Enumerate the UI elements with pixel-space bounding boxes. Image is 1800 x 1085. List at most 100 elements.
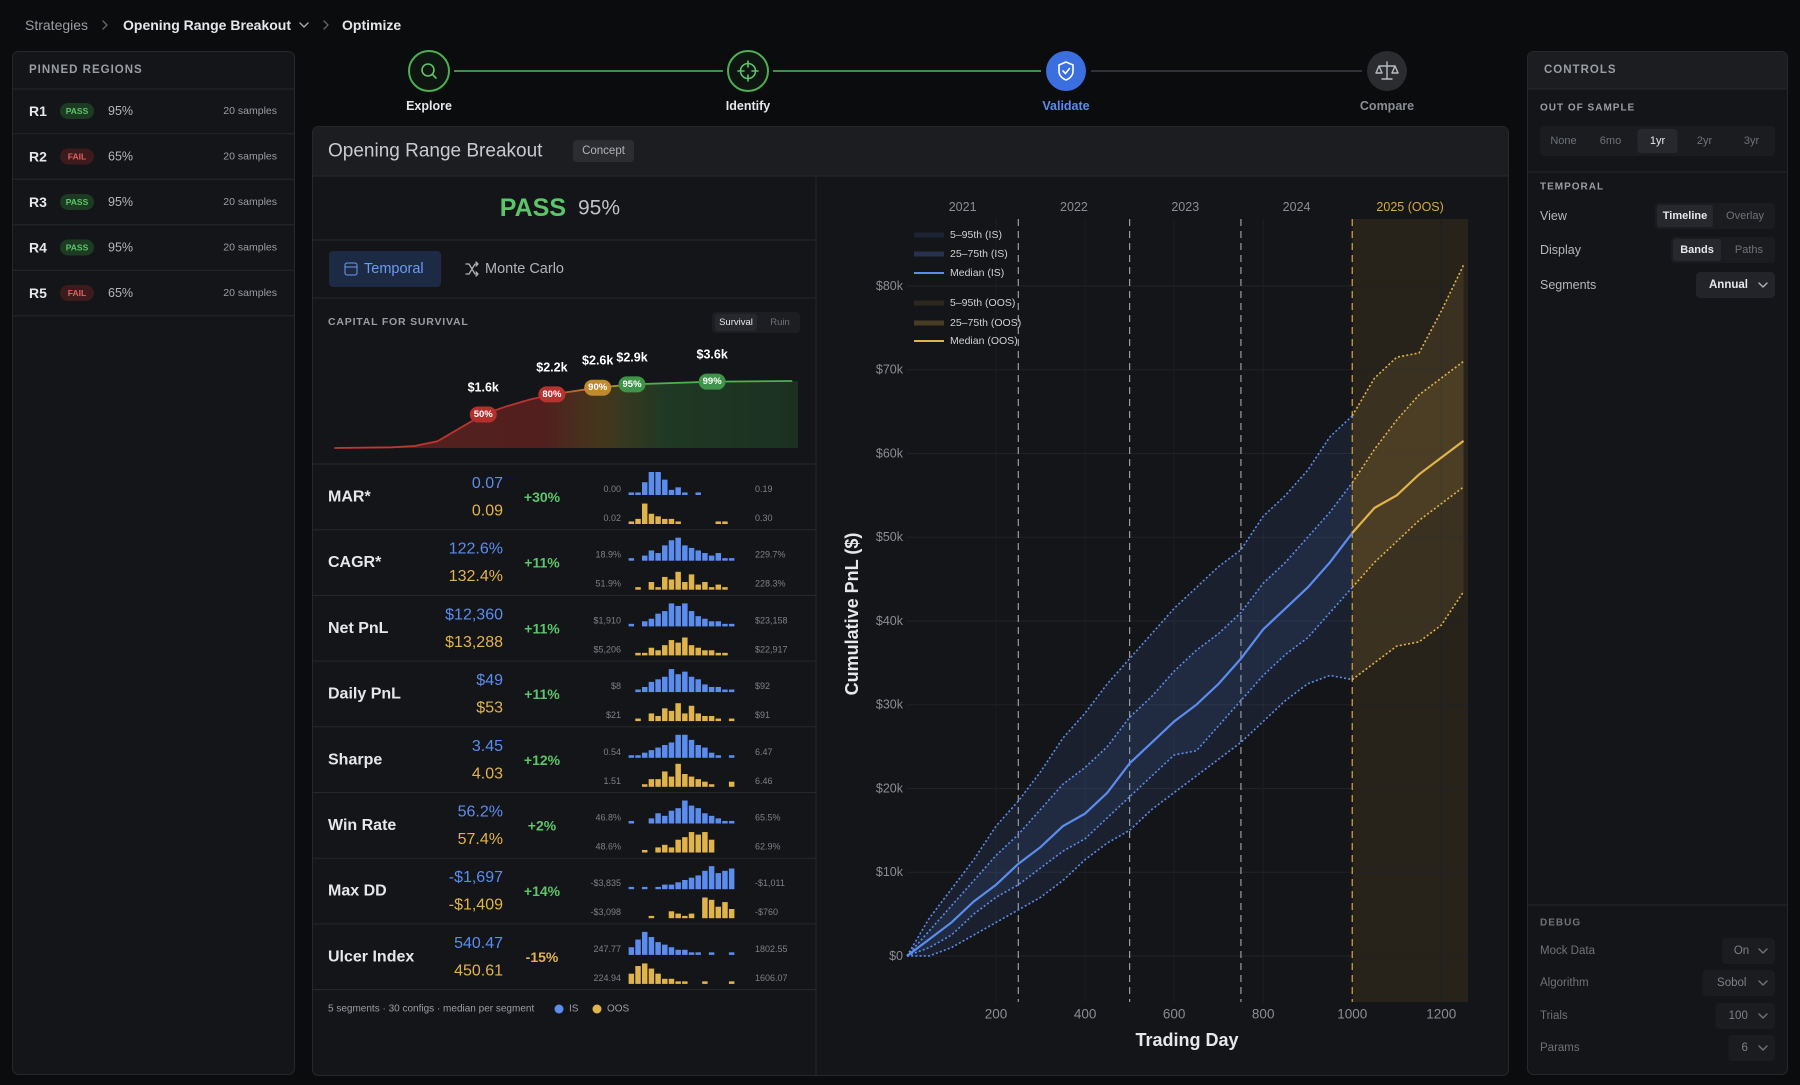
status-pill	[60, 285, 94, 301]
survival-marker	[618, 376, 646, 393]
hist-bar	[702, 582, 708, 590]
tab[interactable]: Temporal	[364, 261, 424, 277]
hist-bar	[648, 779, 655, 787]
step-label[interactable]: Explore	[406, 99, 452, 113]
segment-selected	[1637, 129, 1678, 153]
hist-max: $22,917	[755, 644, 788, 654]
status-pill	[60, 103, 94, 119]
hist-bar	[708, 621, 715, 627]
band-edge	[1351, 360, 1465, 484]
hist-bar	[702, 553, 708, 561]
search-icon	[421, 63, 435, 77]
hist-bar	[628, 973, 635, 984]
hist-max: $92	[755, 681, 770, 691]
toggle-option[interactable]: Bands	[1680, 244, 1714, 256]
region-id[interactable]: R5	[29, 285, 47, 301]
metric-oos: 0.09	[472, 503, 503, 520]
step-circle[interactable]	[727, 50, 769, 92]
hist-bar	[641, 503, 648, 524]
region-id[interactable]: R4	[29, 240, 47, 256]
step-circle[interactable]	[408, 50, 450, 92]
hist-bar	[635, 939, 641, 955]
hist-min: 18.9%	[595, 550, 621, 560]
hist-bar	[648, 968, 655, 984]
step-label[interactable]: Identify	[726, 99, 770, 113]
band-edge	[1351, 486, 1465, 589]
y-tick-label: $50k	[876, 530, 904, 544]
hist-bar	[715, 718, 722, 722]
toggle-option[interactable]: Survival	[719, 317, 753, 328]
hist-bar	[648, 582, 655, 590]
toggle-option[interactable]: Paths	[1735, 244, 1764, 256]
segment-option[interactable]: 3yr	[1744, 135, 1760, 147]
hist-bar	[728, 820, 735, 824]
hist-bar	[655, 973, 661, 984]
oos-region	[1352, 219, 1468, 1002]
hist-bar	[682, 671, 688, 693]
hist-bar	[722, 623, 728, 627]
hist-bar	[702, 832, 708, 853]
dropdown-value[interactable]: 100	[1729, 1010, 1748, 1022]
step-circle[interactable]	[1046, 51, 1086, 91]
capital-label: $2.2k	[536, 360, 567, 374]
hist-bar	[728, 981, 735, 984]
hist-bar	[695, 550, 701, 561]
dropdown-value[interactable]: 6	[1742, 1042, 1748, 1054]
step-label[interactable]: Compare	[1360, 99, 1414, 113]
segment-option[interactable]: 6mo	[1600, 135, 1621, 147]
dropdown[interactable]	[1702, 970, 1776, 996]
breadcrumb-item: Optimize	[342, 17, 401, 33]
hist-bar	[682, 981, 688, 984]
dropdown[interactable]	[1715, 1003, 1776, 1029]
hist-bar	[695, 952, 701, 955]
period-label: 2023	[1171, 200, 1199, 214]
hist-bar	[688, 645, 695, 656]
control-label: Algorithm	[1540, 977, 1589, 989]
dropdown[interactable]	[1728, 1035, 1776, 1061]
metric-delta: +12%	[524, 752, 561, 768]
hist-bar	[668, 847, 675, 853]
hist-bar	[715, 906, 722, 919]
hist-bar	[715, 621, 722, 627]
toggle-option[interactable]: Ruin	[770, 317, 790, 328]
scale-icon	[1375, 61, 1399, 80]
section-title: CAPITAL FOR SURVIVAL	[328, 316, 469, 328]
dropdown-value[interactable]: Sobol	[1717, 977, 1746, 989]
dropdown-value[interactable]: Annual	[1709, 279, 1748, 291]
tab[interactable]: Monte Carlo	[485, 261, 564, 277]
hist-bar	[648, 647, 655, 656]
y-tick-label: $40k	[876, 614, 904, 628]
legend-dot	[592, 1004, 602, 1014]
hist-bar	[641, 963, 648, 984]
segment-option[interactable]: 1yr	[1650, 135, 1666, 147]
hist-bar	[715, 755, 722, 758]
hist-bar	[662, 708, 668, 722]
hist-max: 228.3%	[755, 579, 786, 589]
breadcrumb-item[interactable]: Strategies	[25, 17, 88, 33]
breadcrumb-item[interactable]: Opening Range Breakout	[123, 17, 291, 33]
metric-name: CAGR*	[328, 554, 382, 571]
dropdown-value[interactable]: On	[1734, 945, 1749, 957]
toggle-option[interactable]: Overlay	[1726, 210, 1764, 222]
metric-delta: +11%	[524, 620, 560, 636]
region-samples: 20 samples	[223, 242, 277, 254]
region-id[interactable]: R3	[29, 194, 47, 210]
segment-option[interactable]: None	[1550, 135, 1576, 147]
dropdown[interactable]	[1722, 938, 1775, 964]
chevron-icon	[102, 20, 108, 30]
dropdown[interactable]	[1696, 272, 1775, 298]
hist-max: $23,158	[755, 615, 788, 625]
hist-bar	[695, 875, 701, 890]
region-samples: 20 samples	[223, 196, 277, 208]
segment-option[interactable]: 2yr	[1697, 135, 1713, 147]
x-tick-label: 200	[985, 1007, 1008, 1022]
hist-max: 6.46	[755, 776, 773, 786]
survival-marker	[584, 379, 612, 396]
region-id[interactable]: R2	[29, 149, 47, 165]
step-label[interactable]: Validate	[1042, 99, 1089, 113]
metric-oos: $53	[476, 700, 503, 717]
region-id[interactable]: R1	[29, 103, 47, 119]
hist-bar	[655, 715, 661, 722]
toggle-option[interactable]: Timeline	[1663, 210, 1707, 222]
hist-bar	[628, 755, 635, 758]
